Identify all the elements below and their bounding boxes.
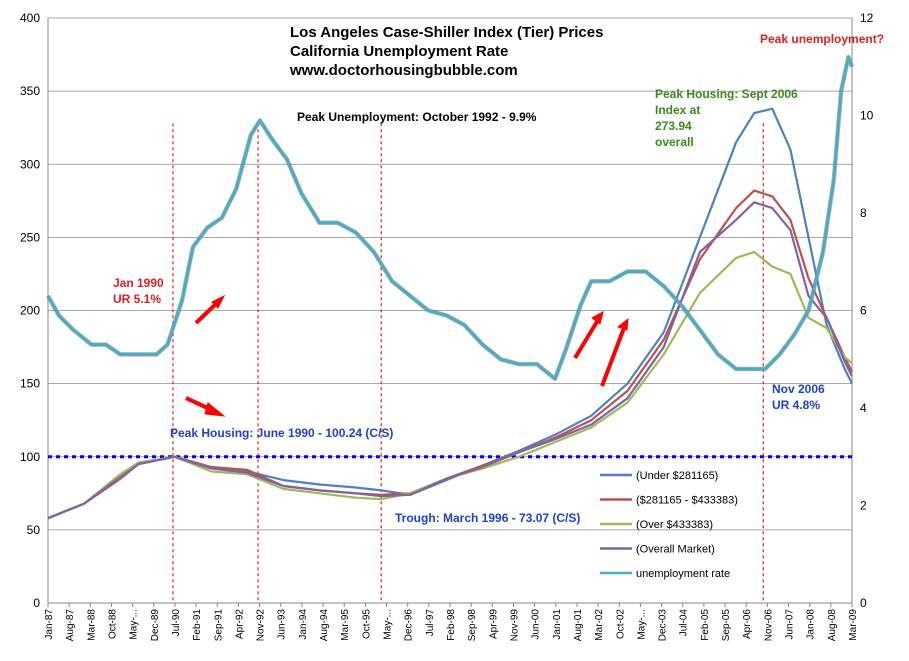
arrow-up-2002-a <box>573 318 600 360</box>
x-tick-label: Jul-97 <box>425 609 436 637</box>
x-tick-label: Oct-02 <box>615 609 626 639</box>
annotation-peak-housing-2006-line3: 273.94 <box>655 119 692 133</box>
legend-label-2: (Over $433383) <box>636 519 713 531</box>
red-arrows <box>185 294 629 417</box>
legend-label-4: unemployment rate <box>636 568 730 580</box>
legend: (Under $281165) ($281165 - $433383) (Over … <box>600 470 738 580</box>
annotation-peak-unemployment-1992: Peak Unemployment: October 1992 - 9.9% <box>297 110 537 124</box>
y-axis-right: 0 2 4 6 8 10 12 <box>860 11 874 610</box>
series-line-2 <box>47 250 853 520</box>
y-right-tick-label: 0 <box>860 596 867 610</box>
x-tick-label: Sep-05 <box>721 609 732 642</box>
x-tick-label: Oct-95 <box>361 609 372 639</box>
annotation-peak-housing-1990: Peak Housing: June 1990 - 100.24 (C/S) <box>170 426 393 440</box>
y-right-tick-label: 6 <box>860 304 867 318</box>
y-left-tick-label: 250 <box>20 230 40 244</box>
y-left-tick-label: 100 <box>20 450 40 464</box>
x-tick-label: Aug-87 <box>65 609 76 642</box>
x-tick-label: Apr-92 <box>234 609 245 639</box>
y-left-tick-label: 0 <box>33 596 40 610</box>
vertical-markers <box>172 123 764 603</box>
x-tick-label: May-... <box>129 609 140 640</box>
y-left-tick-label: 400 <box>20 11 40 25</box>
arrow-down-1990-head <box>204 402 226 417</box>
series-line-4 <box>46 55 854 381</box>
x-tick-label: Dec-89 <box>150 609 161 642</box>
x-tick-label: Nov-92 <box>256 609 267 642</box>
legend-label-3: (Overall Market) <box>636 544 715 556</box>
x-tick-label: Jun-07 <box>785 609 796 640</box>
y-right-tick-label: 2 <box>860 499 867 513</box>
arrow-up-2002-a-head <box>591 311 604 325</box>
annotation-nov-2006-line2: UR 4.8% <box>772 398 820 412</box>
arrow-up-2002-b-head <box>616 317 629 331</box>
x-tick-label: Jan-01 <box>552 609 563 640</box>
legend-label-0: (Under $281165) <box>636 470 718 482</box>
x-tick-label: Sep-98 <box>467 609 478 642</box>
y-axis-left: 0 50 100 150 200 250 300 350 400 <box>20 11 40 610</box>
y-left-tick-label: 350 <box>20 84 40 98</box>
chart-title-line3: www.doctorhousingbubble.com <box>289 62 518 79</box>
x-tick-label: Feb-91 <box>192 609 203 641</box>
x-tick-label: Dec-03 <box>658 609 669 642</box>
annotation-peak-unemployment-question: Peak unemployment? <box>760 32 884 46</box>
x-tick-label: Nov-06 <box>763 609 774 642</box>
annotation-jan-1990-line1: Jan 1990 <box>113 276 164 290</box>
y-right-tick-label: 12 <box>860 11 874 25</box>
x-tick-label: Apr-06 <box>742 609 753 639</box>
x-tick-label: Sep-91 <box>213 609 224 642</box>
x-tick-label: Dec-96 <box>404 609 415 642</box>
annotation-peak-housing-2006-line1: Peak Housing: Sept 2006 <box>655 87 798 101</box>
grid-lines <box>48 17 852 531</box>
series-line-1 <box>47 189 853 520</box>
annotation-trough-1996: Trough: March 1996 - 73.07 (C/S) <box>395 511 580 525</box>
x-tick-label: Feb-05 <box>700 609 711 641</box>
y-right-tick-label: 8 <box>860 206 867 220</box>
x-tick-label: Jul-90 <box>171 609 182 637</box>
x-axis: Jan-87 Aug-87 Mar-88 Oct-88 May-... Dec-89 Jul… <box>44 603 859 641</box>
y-right-tick-label: 10 <box>860 109 874 123</box>
arrow-up-1990-head <box>211 294 226 309</box>
x-tick-label: Feb-98 <box>446 609 457 641</box>
y-left-tick-label: 300 <box>20 157 40 171</box>
x-tick-label: Jun-93 <box>277 609 288 640</box>
x-tick-label: Jul-04 <box>679 609 690 637</box>
x-tick-label: Jan-08 <box>806 609 817 640</box>
annotation-peak-housing-2006-line2: Index at <box>655 103 700 117</box>
chart-title-line1: Los Angeles Case-Shiller Index (Tier) Pr… <box>290 24 603 41</box>
legend-label-1: ($281165 - $433383) <box>636 495 738 507</box>
y-left-tick-label: 50 <box>27 523 41 537</box>
x-tick-label: Aug-08 <box>827 609 838 642</box>
series-lines <box>46 54 855 520</box>
x-tick-label: Mar-09 <box>848 609 859 641</box>
annotation-peak-housing-2006-line4: overall <box>655 135 694 149</box>
annotation-jan-1990-line2: UR 5.1% <box>113 292 161 306</box>
x-tick-label: Jun-00 <box>531 609 542 640</box>
x-tick-label: Jan-94 <box>298 609 309 640</box>
series-line-3 <box>47 201 853 520</box>
x-tick-label: Mar-02 <box>594 609 605 641</box>
x-tick-label: Nov-99 <box>509 609 520 642</box>
arrow-up-2002-b <box>600 327 626 387</box>
annotation-nov-2006-line1: Nov 2006 <box>772 382 825 396</box>
x-tick-label: Mar-95 <box>340 609 351 641</box>
x-tick-label: May-... <box>636 609 647 640</box>
x-tick-label: Aug-01 <box>573 609 584 642</box>
x-tick-label: Apr-99 <box>488 609 499 639</box>
series-shadow-4 <box>46 54 855 382</box>
y-right-tick-label: 4 <box>860 401 867 415</box>
y-left-tick-label: 150 <box>20 377 40 391</box>
x-tick-label: Jan-87 <box>44 609 55 640</box>
y-left-tick-label: 200 <box>20 304 40 318</box>
x-tick-label: Aug-94 <box>319 609 330 642</box>
chart-title-line2: California Unemployment Rate <box>290 43 508 60</box>
x-tick-label: Mar-88 <box>86 609 97 641</box>
x-tick-label: Oct-88 <box>107 609 118 639</box>
x-tick-label: May-... <box>383 609 394 640</box>
